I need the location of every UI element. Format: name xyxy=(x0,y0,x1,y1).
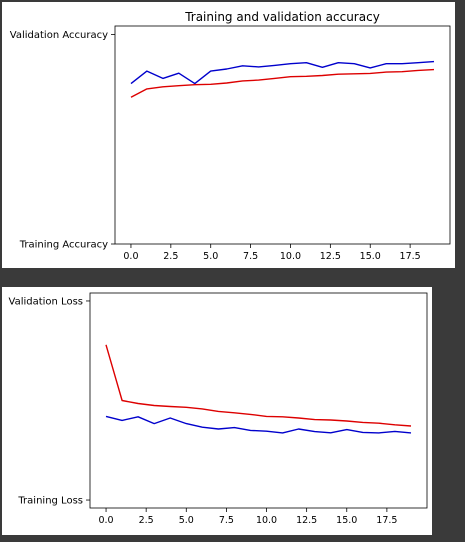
x-tick-label: 15.0 xyxy=(336,515,357,526)
y-tick-label: Validation Accuracy xyxy=(10,30,108,41)
x-tick-label: 0.0 xyxy=(123,251,138,262)
x-tick-label: 2.5 xyxy=(163,251,178,262)
x-tick-label: 15.0 xyxy=(360,251,381,262)
plot-frame xyxy=(89,292,428,509)
y-tick-label: Training Loss xyxy=(17,496,83,507)
plot-frame xyxy=(114,25,451,245)
x-tick-label: 7.5 xyxy=(243,251,258,262)
x-tick-label: 12.5 xyxy=(296,515,317,526)
loss-chart-panel: 0.0 2.5 5.0 7.5 10.0 12.5 15.0 17.5 Training Los… xyxy=(2,287,432,535)
x-tick-label: 17.5 xyxy=(400,251,421,262)
accuracy-chart: Training and validation accuracy 0.0 2.5 5.… xyxy=(10,10,451,262)
x-tick-label: 7.5 xyxy=(219,515,234,526)
series-line-1 xyxy=(130,68,435,98)
series-line-1 xyxy=(105,415,412,434)
accuracy-chart-panel: Training and validation accuracy 0.0 2.5 5.… xyxy=(2,2,455,268)
y-tick-label: Validation Loss xyxy=(9,296,84,307)
x-tick-label: 17.5 xyxy=(376,515,397,526)
x-tick-label: 12.5 xyxy=(320,251,341,262)
x-tick-label: 10.0 xyxy=(256,515,277,526)
series-line-0 xyxy=(130,60,435,85)
x-tick-label: 0.0 xyxy=(98,515,113,526)
x-tick-label: 5.0 xyxy=(179,515,194,526)
series-line-0 xyxy=(105,344,412,427)
y-tick-label: Training Accuracy xyxy=(19,240,108,251)
loss-chart: 0.0 2.5 5.0 7.5 10.0 12.5 15.0 17.5 Training Los… xyxy=(9,292,428,526)
x-tick-label: 5.0 xyxy=(203,251,218,262)
x-tick-label: 10.0 xyxy=(280,251,301,262)
chart-title: Training and validation accuracy xyxy=(184,10,380,24)
x-tick-label: 2.5 xyxy=(139,515,154,526)
